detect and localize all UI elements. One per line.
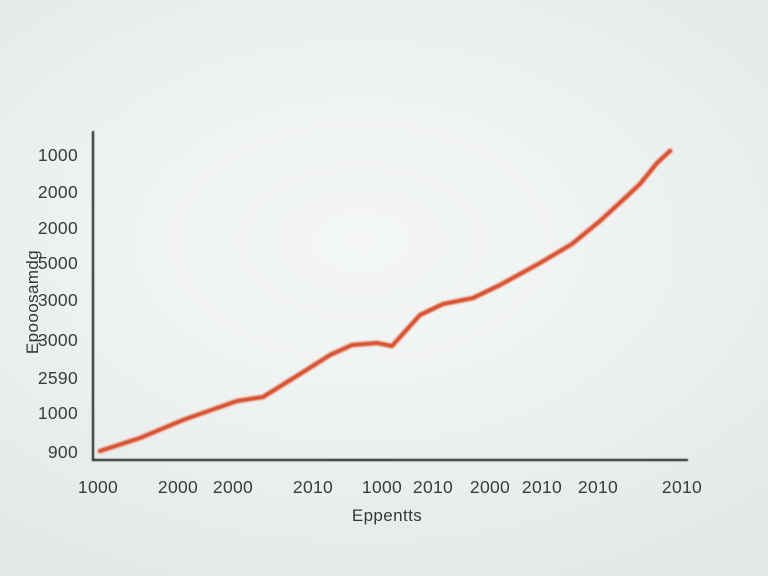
y-tick-label: 2000 [38, 218, 78, 238]
x-tick-label: 1000 [78, 477, 118, 497]
x-tick-label: 2010 [522, 477, 562, 497]
x-axis-title: Eppentts [351, 506, 423, 525]
y-tick-label: 900 [48, 442, 78, 462]
x-tick-label: 2010 [578, 477, 618, 497]
y-tick-label: 3000 [38, 290, 78, 310]
y-tick-label: 2000 [38, 182, 78, 202]
y-tick-label: 3000 [38, 330, 78, 350]
y-axis-title: Epooosamdg [23, 249, 42, 355]
data-line-halo [96, 147, 674, 455]
data-line [98, 149, 672, 453]
x-tick-label: 2000 [470, 477, 510, 497]
x-tick-label: 1000 [362, 477, 402, 497]
axis-frame [91, 131, 688, 462]
x-tick-label: 2010 [293, 477, 333, 497]
y-tick-label: 5000 [38, 253, 78, 273]
y-tick-label: 2590 [38, 368, 78, 388]
y-tick-label: 1000 [38, 403, 78, 423]
x-tick-label: 2010 [662, 477, 702, 497]
x-tick-label: 2000 [158, 477, 198, 497]
y-tick-label: 1000 [38, 145, 78, 165]
x-tick-label: 2010 [413, 477, 453, 497]
x-tick-label: 2000 [213, 477, 253, 497]
